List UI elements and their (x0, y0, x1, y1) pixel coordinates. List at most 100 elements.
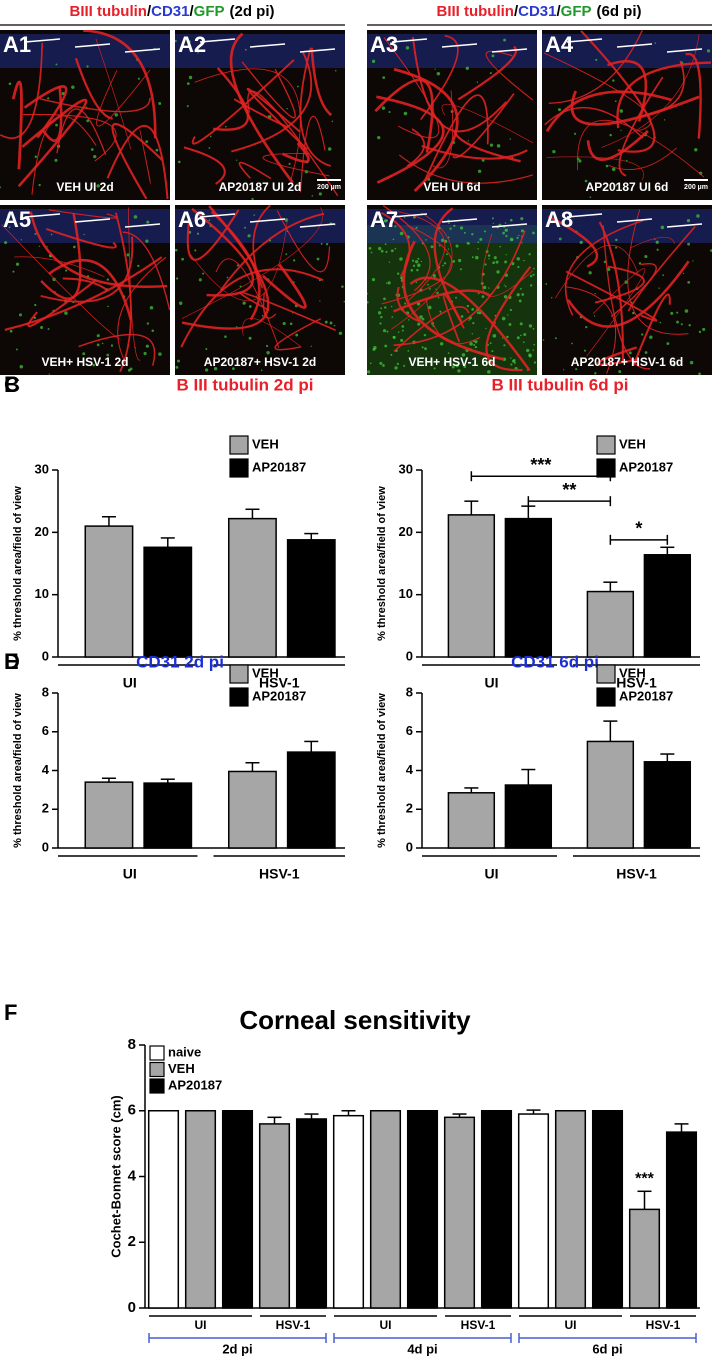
green-dot (440, 342, 444, 346)
green-dot (15, 262, 20, 266)
green-dot (687, 242, 691, 246)
limbus-mark (391, 38, 428, 43)
green-dot (578, 159, 582, 163)
panel-label: A8 (545, 207, 573, 232)
green-dot (101, 342, 104, 345)
nerve-fiber (191, 208, 254, 297)
green-dot (380, 315, 383, 319)
green-dot (370, 251, 373, 254)
green-dot (528, 324, 533, 328)
green-dot (106, 278, 109, 281)
green-dot (502, 231, 505, 235)
limbus-mark (199, 38, 236, 43)
panel-caption: VEH UI 6d (423, 180, 480, 194)
error-bar (245, 762, 260, 772)
green-dot (617, 358, 621, 362)
green-dot (448, 222, 450, 224)
error-bar (637, 1190, 652, 1210)
green-dot (579, 240, 583, 245)
green-dot (552, 150, 556, 154)
y-tick-label: 8 (128, 1036, 136, 1053)
x-tick-label: UI (195, 1318, 207, 1332)
legend-label: VEH (619, 436, 646, 451)
nerve-fiber (40, 236, 134, 303)
green-dot (415, 281, 418, 284)
green-dot (676, 320, 679, 324)
green-dot (545, 283, 548, 285)
chart-title: B III tubulin 2d pi (177, 375, 314, 394)
green-dot (518, 299, 522, 303)
green-dot (367, 370, 371, 374)
green-dot (466, 304, 470, 308)
y-tick-label: 6 (406, 723, 413, 738)
green-dot (453, 224, 456, 228)
green-dot (392, 335, 396, 340)
green-dot (253, 214, 255, 216)
micrograph (0, 30, 170, 200)
nerve-fiber (398, 211, 446, 301)
green-dot (34, 303, 37, 307)
green-dot (583, 349, 587, 352)
limbus-mark (199, 213, 236, 218)
green-dot (660, 225, 665, 230)
green-dot (510, 357, 512, 359)
green-dot (19, 313, 22, 317)
green-dot (318, 192, 322, 196)
green-dot (33, 316, 37, 319)
green-dot (496, 270, 500, 274)
green-dot (521, 242, 523, 244)
green-dot (682, 272, 685, 275)
nerve-fiber (231, 51, 313, 153)
bar (504, 784, 553, 849)
green-dot (686, 219, 691, 223)
green-dot (382, 76, 386, 79)
green-dot (609, 133, 612, 137)
green-dot (526, 348, 530, 353)
nerve-fiber (383, 37, 440, 139)
green-dot (387, 281, 391, 285)
error-bar (660, 546, 675, 555)
x-tick-label: HSV-1 (646, 1318, 681, 1332)
micrograph (542, 205, 712, 375)
green-dot (310, 345, 312, 347)
green-dot (433, 367, 436, 370)
green-dot (388, 111, 391, 114)
green-dot (509, 308, 513, 312)
green-dot (465, 66, 469, 70)
bar (295, 1118, 328, 1309)
green-dot (73, 245, 76, 249)
nerve-fiber (632, 293, 671, 366)
green-dot (208, 219, 211, 221)
bar (84, 525, 134, 658)
y-tick-label: 6 (128, 1102, 136, 1119)
nerve-fiber (411, 36, 508, 133)
green-dot (143, 351, 147, 356)
green-dot (463, 365, 467, 368)
green-dot (432, 274, 436, 278)
green-dot (529, 274, 533, 278)
green-dot (188, 40, 191, 43)
error-bar (245, 508, 260, 519)
bar (286, 751, 336, 849)
green-dot (656, 248, 659, 251)
group-title-part: CD31 (518, 3, 556, 20)
green-dot (83, 233, 85, 236)
green-dot (333, 324, 336, 327)
green-dot (54, 158, 58, 162)
bar (447, 792, 496, 849)
y-tick-label: 0 (406, 648, 413, 663)
green-dot (533, 267, 535, 270)
error-bar (341, 1110, 356, 1116)
bar (286, 539, 336, 658)
bar (184, 1110, 217, 1309)
green-dot (8, 82, 12, 86)
nerve-fiber (186, 209, 240, 261)
group-title-part: / (190, 3, 195, 20)
green-dot (289, 322, 293, 326)
limbus-mark (666, 48, 703, 53)
green-dot (523, 333, 527, 336)
green-dot (400, 338, 404, 342)
green-dot (485, 327, 487, 330)
green-dot (484, 263, 487, 266)
